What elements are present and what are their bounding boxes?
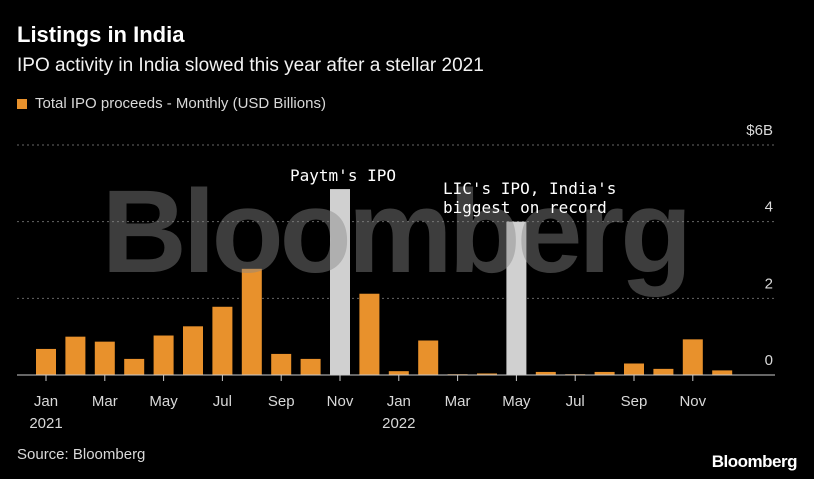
bar (94, 341, 115, 375)
bar (477, 373, 497, 375)
legend: Total IPO proceeds - Monthly (USD Billio… (17, 95, 326, 112)
bar (712, 370, 733, 375)
bar (388, 371, 409, 375)
chart-subtitle: IPO activity in India slowed this year a… (17, 55, 484, 76)
watermark: Bloomberg (102, 166, 689, 298)
bar (418, 340, 439, 375)
x-tick-label: Nov (327, 393, 354, 410)
x-tick-label: Nov (679, 393, 706, 410)
x-tick-label: Jan (34, 393, 58, 410)
x-tick-label: Mar (445, 393, 471, 410)
annotation-text: Paytm's IPO (290, 166, 396, 185)
x-tick-year-label: 2022 (382, 415, 415, 432)
bar (594, 371, 615, 375)
bar (330, 189, 350, 375)
y-tick-label: 0 (765, 352, 773, 369)
x-tick-year-label: 2021 (29, 415, 62, 432)
bar (36, 348, 56, 375)
x-tick-label: Jan (387, 393, 411, 410)
bar (682, 339, 703, 375)
bar (124, 358, 145, 375)
bar (300, 358, 321, 375)
bar (212, 306, 233, 375)
bar (506, 221, 527, 375)
bar (624, 363, 644, 375)
legend-label: Total IPO proceeds - Monthly (USD Billio… (35, 95, 326, 112)
y-tick-label: 2 (765, 275, 773, 292)
x-tick-label: Sep (268, 393, 295, 410)
annotation-text: LIC's IPO, India's (443, 179, 616, 198)
bloomberg-logo: Bloomberg (711, 452, 798, 471)
y-tick-label: $6B (746, 122, 773, 139)
y-tick-label: 4 (765, 199, 773, 216)
bar (241, 268, 262, 375)
x-tick-label: Sep (621, 393, 648, 410)
bar (65, 336, 86, 375)
x-tick-label: May (149, 393, 178, 410)
source-note: Source: Bloomberg (17, 446, 146, 463)
x-tick-label: Jul (566, 393, 585, 410)
bar (153, 335, 174, 375)
x-tick-label: Jul (213, 393, 232, 410)
x-tick-label: May (502, 393, 531, 410)
legend-swatch (17, 98, 27, 109)
bar (359, 293, 380, 375)
x-tick-label: Mar (92, 393, 118, 410)
bar (271, 353, 292, 375)
bar (183, 326, 203, 375)
chart-title: Listings in India (17, 22, 185, 47)
bar (535, 371, 556, 375)
annotation-text: biggest on record (443, 198, 607, 217)
bar (653, 368, 674, 375)
